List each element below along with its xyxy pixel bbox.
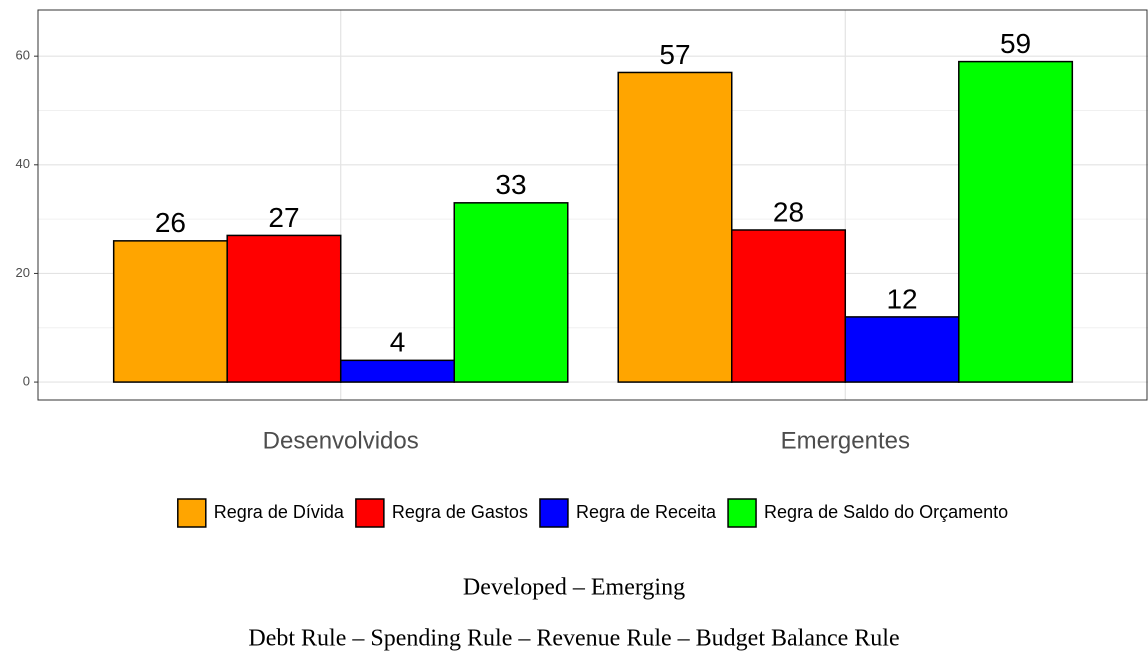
legend-label: Regra de Gastos [392,502,528,522]
x-tick-label: Emergentes [781,427,910,454]
legend-swatch [539,498,569,528]
legend-label: Regra de Dívida [214,502,345,522]
data-label: 26 [155,207,186,238]
bar [339,359,455,383]
bar [731,229,847,383]
legend-swatch [177,498,207,528]
legend-swatch [355,498,385,528]
data-label: 59 [1000,28,1031,59]
data-label: 33 [495,169,526,200]
caption: Debt Rule – Spending Rule – Revenue Rule… [248,626,899,652]
legend-swatch [727,498,757,528]
bar [226,234,342,383]
bar [617,71,733,383]
legend-label: Regra de Saldo do Orçamento [764,502,1008,522]
data-label: 12 [886,283,917,314]
bar [453,202,569,383]
data-label: 27 [268,202,299,233]
panel-border [37,9,1148,401]
y-tick-label: 0 [23,374,30,389]
y-tick-label: 20 [16,265,30,280]
data-label: 57 [659,39,690,70]
caption: Developed – Emerging [463,575,685,601]
bar [112,240,228,383]
data-label: 4 [390,327,406,358]
bar [844,316,960,383]
bar [958,60,1074,383]
data-label: 28 [773,196,804,227]
y-tick-label: 60 [16,48,30,63]
legend-label: Regra de Receita [576,502,717,522]
y-tick-label: 40 [16,156,30,171]
x-tick-label: Desenvolvidos [263,427,419,454]
